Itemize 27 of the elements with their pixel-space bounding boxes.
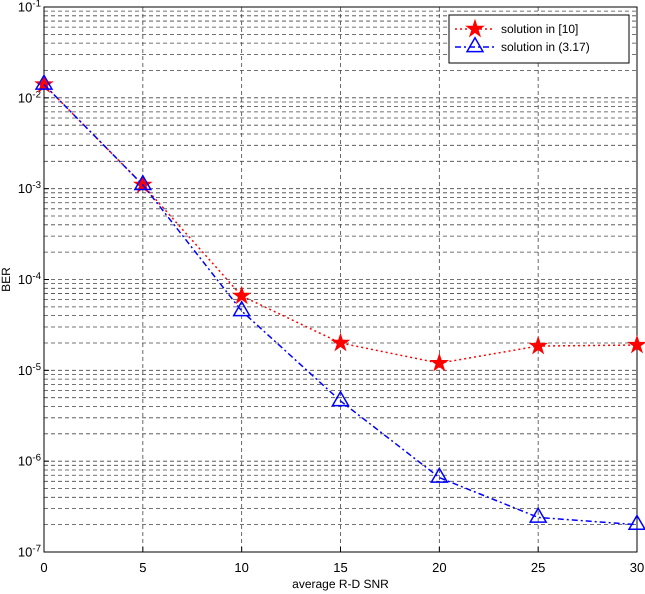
point <box>332 391 350 406</box>
legend-label: solution in (3.17) <box>501 40 590 54</box>
x-tick-label: 30 <box>630 560 644 575</box>
point <box>332 334 349 350</box>
point <box>431 354 448 370</box>
point <box>628 514 645 530</box>
point <box>628 336 645 352</box>
y-tick-label: 10$^{-7}$ <box>18 543 41 560</box>
y-tick-label: 10$^{-6}$ <box>18 452 41 469</box>
x-tick-label: 0 <box>40 560 48 575</box>
y-tick-label: 10$^{-2}$ <box>18 88 41 106</box>
y-tick-label: 10$^{-5}$ <box>18 361 42 378</box>
point <box>430 468 448 483</box>
x-tick-label: 25 <box>530 560 546 575</box>
point <box>232 301 250 316</box>
y-tick-label: 10$^{-3}$ <box>18 180 41 196</box>
y-tick-label: 10$^{-4}$ <box>18 270 42 288</box>
x-tick-label: 5 <box>139 560 146 575</box>
point <box>529 508 547 523</box>
x-tick-label: 20 <box>432 560 447 575</box>
x-tick-label: 15 <box>333 560 348 575</box>
point <box>530 337 546 354</box>
x-tick-label: 10 <box>234 560 249 575</box>
legend-label: solution in [10] <box>501 22 578 36</box>
y-axis-title: BER <box>0 266 13 292</box>
x-axis-title: average R-D SNR <box>292 577 390 591</box>
point <box>233 287 250 304</box>
